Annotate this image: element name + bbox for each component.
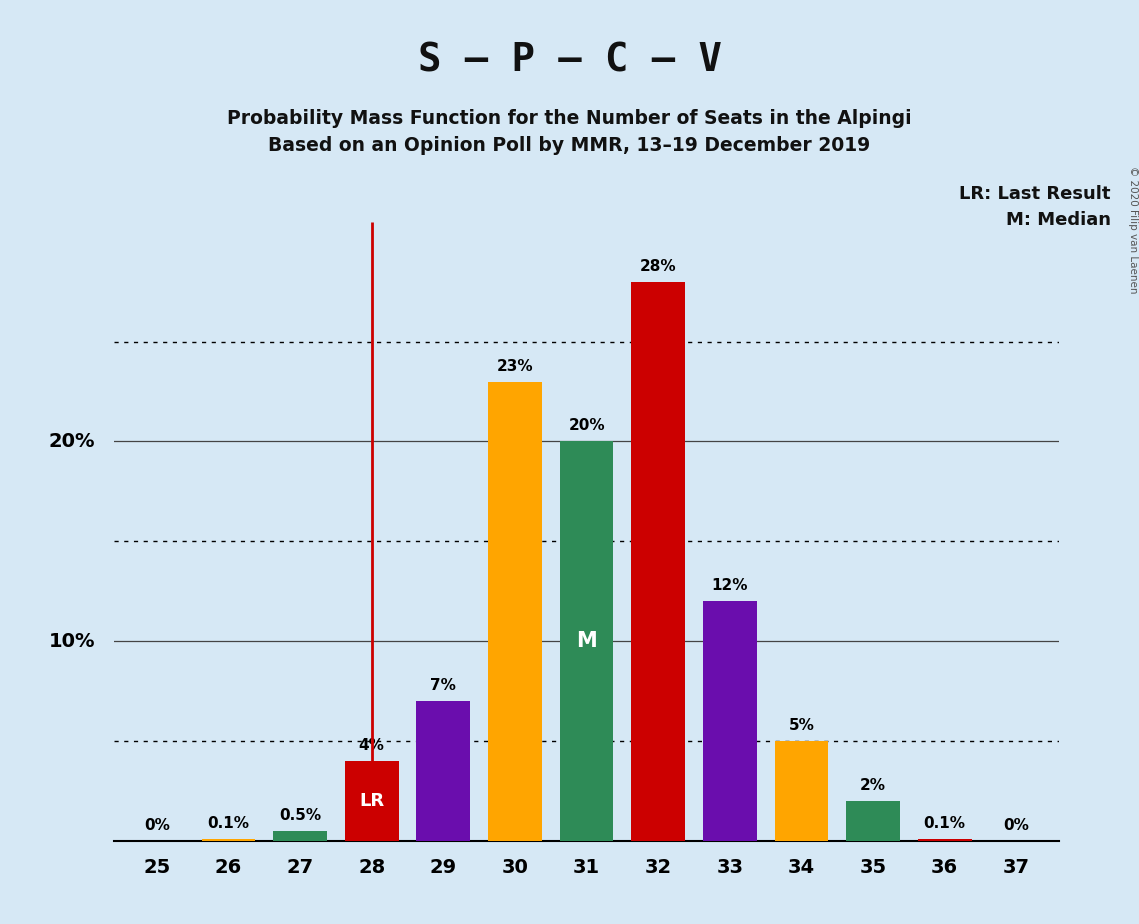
Bar <box>846 801 900 841</box>
Text: Probability Mass Function for the Number of Seats in the Alpingi: Probability Mass Function for the Number… <box>227 109 912 128</box>
Text: 2%: 2% <box>860 778 886 793</box>
Text: LR: Last Result: LR: Last Result <box>959 185 1111 203</box>
Text: 12%: 12% <box>712 578 748 593</box>
Text: 4%: 4% <box>359 738 385 753</box>
Text: 7%: 7% <box>431 678 457 693</box>
Text: 28%: 28% <box>640 259 677 274</box>
Bar <box>631 282 685 841</box>
Bar <box>775 741 828 841</box>
Bar <box>345 761 399 841</box>
Bar <box>202 839 255 841</box>
Text: 0.5%: 0.5% <box>279 808 321 823</box>
Text: 23%: 23% <box>497 359 533 373</box>
Text: 0%: 0% <box>144 818 170 833</box>
Bar <box>918 839 972 841</box>
Text: S – P – C – V: S – P – C – V <box>418 41 721 79</box>
Text: 0.1%: 0.1% <box>924 816 966 831</box>
Bar <box>703 602 756 841</box>
Bar <box>489 382 542 841</box>
Text: LR: LR <box>359 792 384 810</box>
Bar <box>559 442 614 841</box>
Text: © 2020 Filip van Laenen: © 2020 Filip van Laenen <box>1129 166 1138 294</box>
Text: 20%: 20% <box>568 419 605 433</box>
Bar <box>417 701 470 841</box>
Bar <box>273 831 327 841</box>
Text: M: Median: M: Median <box>1006 211 1111 229</box>
Text: 0%: 0% <box>1003 818 1030 833</box>
Text: 0.1%: 0.1% <box>207 816 249 831</box>
Text: 5%: 5% <box>788 718 814 733</box>
Text: 20%: 20% <box>49 432 95 451</box>
Text: M: M <box>576 631 597 651</box>
Text: 10%: 10% <box>49 632 95 650</box>
Text: Based on an Opinion Poll by MMR, 13–19 December 2019: Based on an Opinion Poll by MMR, 13–19 D… <box>269 137 870 155</box>
